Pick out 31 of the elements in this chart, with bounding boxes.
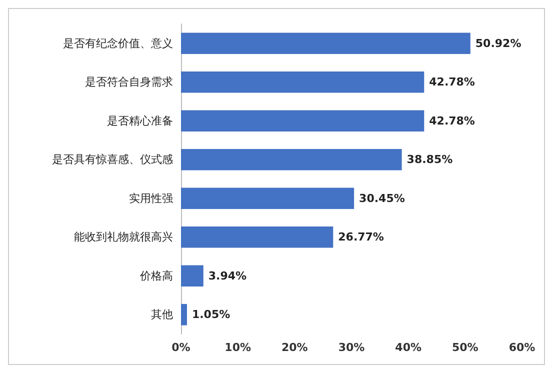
bar <box>181 32 470 54</box>
x-tick-label: 50% <box>452 341 478 354</box>
bar <box>181 304 187 326</box>
x-tick-label: 20% <box>281 341 308 354</box>
y-tick-label: 价格高 <box>139 269 173 282</box>
x-tick-label: 30% <box>338 341 365 354</box>
data-label: 30.45% <box>359 192 405 205</box>
y-tick-label: 是否符合自身需求 <box>85 76 173 89</box>
y-tick-label: 其他 <box>151 308 173 322</box>
bar <box>181 265 204 287</box>
bar <box>181 226 334 248</box>
x-tick-label: 60% <box>508 341 536 354</box>
y-tick-label: 是否有纪念价值、意义 <box>63 36 173 50</box>
y-tick-label: 是否精心准备 <box>107 114 173 128</box>
data-label: 42.78% <box>429 114 475 128</box>
bar <box>181 148 402 170</box>
data-label: 50.92% <box>475 36 522 50</box>
data-label: 26.77% <box>338 230 384 244</box>
data-label: 3.94% <box>208 269 247 282</box>
data-label: 42.78% <box>429 76 475 89</box>
data-label: 38.85% <box>406 153 453 166</box>
x-tick-label: 40% <box>395 341 422 354</box>
bar <box>181 110 424 132</box>
y-tick-label: 实用性强 <box>129 192 173 205</box>
bar <box>181 188 354 210</box>
x-tick-label: 0% <box>172 341 190 354</box>
y-tick-label: 是否具有惊喜感、仪式感 <box>52 153 173 166</box>
bar <box>181 71 424 93</box>
y-tick-label: 能收到礼物就很高兴 <box>74 230 173 244</box>
x-tick-label: 10% <box>224 341 252 354</box>
data-label: 1.05% <box>192 308 230 322</box>
